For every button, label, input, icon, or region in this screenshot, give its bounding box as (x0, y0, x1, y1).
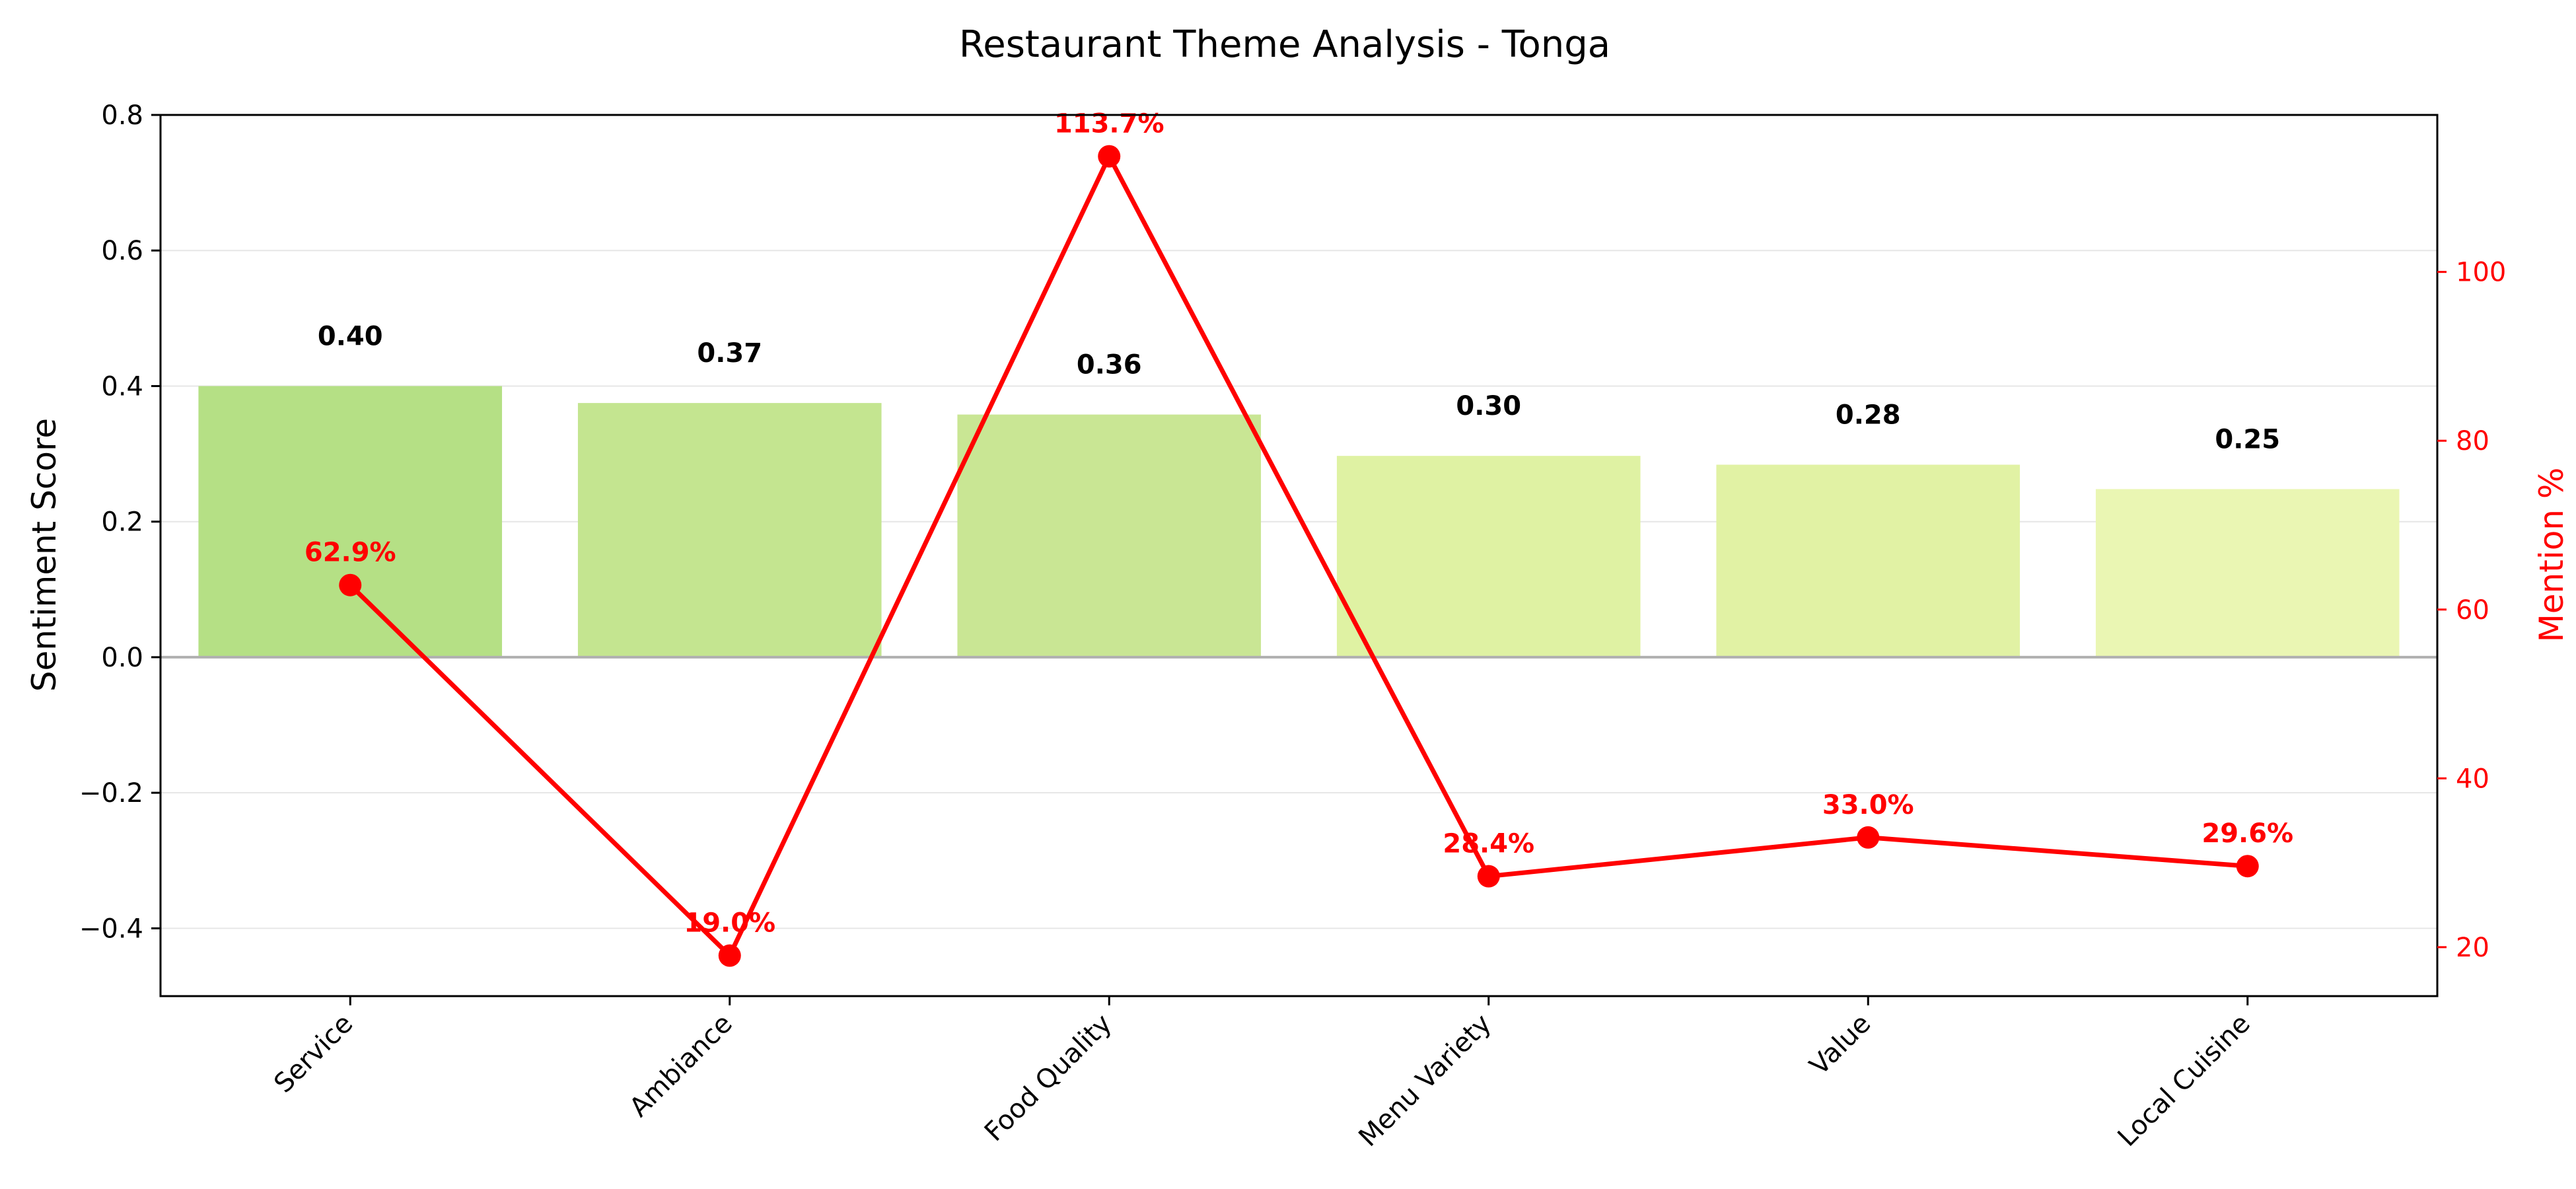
y2-tick-label: 100 (2456, 258, 2506, 288)
x-tick-label: Value (1804, 1009, 1877, 1081)
chart-title: Restaurant Theme Analysis - Tonga (959, 23, 1610, 66)
mention-point-4 (1477, 865, 1500, 888)
y-tick-label: −0.2 (79, 778, 143, 809)
bars-layer (198, 386, 2400, 657)
bar-2 (577, 403, 882, 657)
data-labels-layer: 0.40 0.37 0.36 0.30 0.28 0.25 62.9% 19.0% 113.7%… (304, 109, 2293, 939)
mention-line (348, 154, 2248, 958)
x-tick-label: Local Cuisine (2112, 1009, 2256, 1153)
x-tick-label: Service (268, 1009, 359, 1099)
bar-value-label: 0.36 (1077, 350, 1142, 380)
mention-line-layer (339, 145, 2259, 967)
bar-value-label: 0.28 (1836, 400, 1901, 430)
x-tick-label: Ambiance (624, 1009, 738, 1123)
y-axis-label: Sentiment Score (25, 418, 63, 692)
x-tick-label: Menu Variety (1353, 1009, 1497, 1153)
mention-value-label: 29.6% (2201, 818, 2293, 849)
y-tick-label: −0.4 (79, 914, 143, 944)
bar-4 (1336, 456, 1641, 657)
plot-frame (159, 114, 2439, 997)
y2-tick-label: 80 (2456, 426, 2489, 456)
bar-value-label: 0.37 (697, 338, 762, 369)
y2-tick-label: 20 (2456, 933, 2489, 963)
bar-1 (198, 386, 503, 657)
mention-value-label: 28.4% (1443, 829, 1534, 859)
y-tick-label: 0.4 (101, 371, 143, 402)
bar-6 (2095, 489, 2400, 657)
mention-point-2 (718, 944, 741, 967)
y2-tick-label: 40 (2456, 764, 2489, 794)
y-tick-label: 0.2 (101, 507, 143, 538)
y-tick-label: 0.6 (101, 236, 143, 266)
bar-5 (1716, 464, 2021, 657)
x-tick-label: Food Quality (979, 1009, 1118, 1147)
mention-point-1 (339, 573, 362, 596)
bar-value-label: 0.25 (2215, 424, 2280, 454)
bar-3 (957, 414, 1262, 657)
y2-axis-label: Mention % (2532, 468, 2571, 643)
mention-point-5 (1857, 826, 1880, 849)
mention-point-3 (1098, 145, 1121, 168)
mention-value-label: 19.0% (684, 908, 775, 939)
mention-point-6 (2236, 855, 2259, 878)
mention-value-label: 33.0% (1822, 790, 1914, 820)
bar-value-label: 0.30 (1456, 391, 1521, 421)
mention-value-label: 113.7% (1054, 109, 1164, 139)
mention-value-label: 62.9% (304, 538, 396, 568)
y-tick-label: 0.8 (101, 100, 143, 131)
bar-value-label: 0.40 (318, 321, 383, 351)
y-tick-label: 0.0 (101, 643, 143, 673)
y2-tick-label: 60 (2456, 595, 2489, 626)
